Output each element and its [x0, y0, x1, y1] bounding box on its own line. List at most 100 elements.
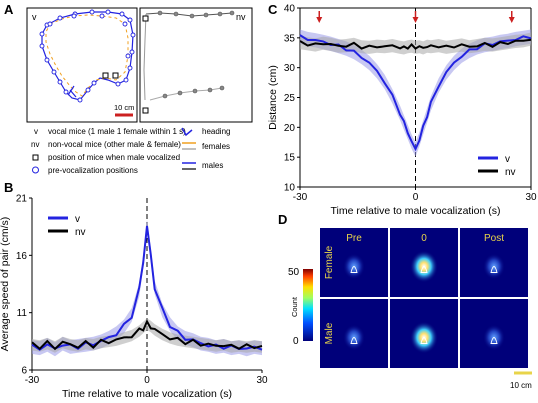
legend-text-v: vocal mice (1 male 1 female within 1 s): [48, 127, 186, 136]
heatmap-row-label: Female: [324, 245, 335, 279]
pre-vocalization-dot: [57, 15, 63, 21]
series-line-nv: [31, 319, 263, 351]
panel-a-nv-label: nv: [236, 12, 246, 22]
pre-vocalization-dot: [39, 43, 45, 49]
nv-pre-dot: [162, 93, 168, 99]
x-tick-label: 0: [144, 375, 150, 386]
nv-pre-dot: [177, 90, 183, 96]
heatmap-col-label: Post: [484, 233, 504, 244]
heading-arrow: [67, 85, 77, 98]
panel-a-scale-label: 10 cm: [114, 103, 134, 112]
panel-d: D Pre 0 Post Female Male 50 0 Count 10 cm: [278, 212, 532, 390]
x-tick-label: -30: [293, 192, 308, 203]
legend-circle-icon: [32, 166, 39, 174]
x-tick-label: 30: [525, 192, 537, 203]
panel-a: A v nv 10 cm v vocal mice (1: [4, 2, 253, 175]
nv-pre-dot: [192, 88, 198, 94]
panel-a-legend: v vocal mice (1 male 1 female within 1 s…: [31, 127, 230, 175]
colorbar-max: 50: [288, 267, 300, 278]
pre-vocalization-dot: [129, 49, 135, 55]
nv-pre-dot: [229, 10, 235, 16]
chart-c: -30 0 30 10 15 20 25 30 35 40 Time relative to mal…: [267, 4, 537, 218]
pre-vocalization-dot: [71, 13, 77, 19]
legend-symbol-nv: nv: [31, 140, 39, 149]
legend-label-v: v: [75, 214, 80, 225]
pre-vocalization-dot: [130, 32, 136, 38]
colorbar: [303, 269, 313, 341]
y-tick-label: 10: [284, 183, 296, 194]
y-tick-label: 15: [284, 153, 296, 164]
y-tick-label: 20: [284, 123, 296, 134]
panel-c: C -30 0 30 10 15 20 25 30 35 40 Time relative to m…: [267, 2, 537, 217]
mouse-outline-icon: [420, 266, 428, 273]
pre-vocalization-dot: [91, 80, 97, 86]
legend-text-square: position of mice when male vocalized: [48, 153, 180, 162]
pre-vocalization-dot: [123, 77, 129, 83]
heatmap-col-label: Pre: [346, 233, 362, 244]
chart-b: -30 0 30 6 11 16 21 Time relative to male vocal…: [0, 194, 268, 401]
pre-vocalization-dot: [63, 89, 69, 95]
mouse-outline-icon: [350, 337, 358, 344]
pre-vocalization-dot: [44, 57, 50, 63]
red-arrow-head: [316, 17, 323, 23]
legend-text-nv: non-vocal mice (other male & female): [48, 140, 181, 149]
legend-label-v: v: [505, 154, 510, 165]
series-line-nv: [299, 38, 532, 50]
pre-vocalization-dot: [47, 21, 53, 27]
legend-label-nv: nv: [505, 167, 516, 178]
pre-vocalization-dot: [77, 97, 83, 103]
panel-c-letter: C: [268, 2, 278, 17]
panel-a-v-frame: [26, 7, 138, 123]
nv-pre-dot: [217, 11, 223, 17]
mouse-outline-icon: [490, 337, 498, 344]
y-tick-label: 16: [16, 251, 28, 262]
y-axis-label: Distance (cm): [267, 65, 279, 130]
colorbar-label: Count: [290, 296, 299, 317]
mouse-outline-icon: [420, 337, 428, 344]
panel-b: B -30 0 30 6 11 16 21 Time relative to male voc…: [0, 180, 268, 400]
nv-position-square: [142, 15, 149, 22]
pre-vocalization-dot: [119, 11, 125, 17]
y-tick-label: 21: [16, 194, 28, 205]
x-axis-label: Time relative to male vocalization (s): [331, 205, 501, 217]
nv-pre-dot: [207, 87, 213, 93]
mouse-outline-icon: [350, 266, 358, 273]
male-path: [41, 11, 134, 101]
panel-a-nv-frame: [139, 7, 253, 123]
x-tick-label: 30: [256, 375, 268, 386]
y-tick-label: 25: [284, 93, 296, 104]
legend-text-males: males: [202, 161, 223, 170]
legend-label-nv: nv: [75, 227, 86, 238]
pre-vocalization-dot: [127, 65, 133, 71]
nonvocal-trajectory: [142, 10, 235, 114]
pre-vocalization-dot: [85, 87, 91, 93]
pre-vocalization-dot: [99, 13, 105, 19]
y-tick-label: 11: [17, 308, 28, 319]
pre-vocalization-dot: [57, 79, 63, 85]
vocal-position-square: [102, 72, 109, 79]
series-band-v: [300, 29, 531, 157]
red-arrow-head: [412, 17, 419, 23]
y-axis-label: Average speed of pair (cm/s): [0, 217, 11, 352]
panel-a-letter: A: [4, 2, 14, 17]
nv-pre-dot: [173, 11, 179, 17]
pre-vocalization-dots: [39, 9, 136, 103]
legend-text-heading: heading: [202, 127, 230, 136]
nv-dots: [157, 10, 235, 99]
pre-vocalization-dot: [39, 31, 45, 37]
vocal-position-square: [112, 72, 119, 79]
x-axis-label: Time relative to male vocalization (s): [62, 388, 232, 400]
legend-heading-icon: [181, 127, 193, 137]
vocal-trajectory: [39, 9, 136, 103]
panel-d-letter: D: [278, 212, 287, 227]
x-tick-label: 0: [413, 192, 419, 203]
mouse-outline-icon: [490, 266, 498, 273]
pre-vocalization-dot: [122, 21, 128, 27]
panel-b-letter: B: [4, 180, 13, 195]
panel-a-v-label: v: [32, 12, 37, 22]
heatmap-grid: Pre 0 Post Female Male: [320, 228, 528, 368]
legend-square-icon: [32, 154, 39, 161]
legend-text-females: females: [202, 142, 230, 151]
y-tick-label: 35: [284, 33, 296, 44]
